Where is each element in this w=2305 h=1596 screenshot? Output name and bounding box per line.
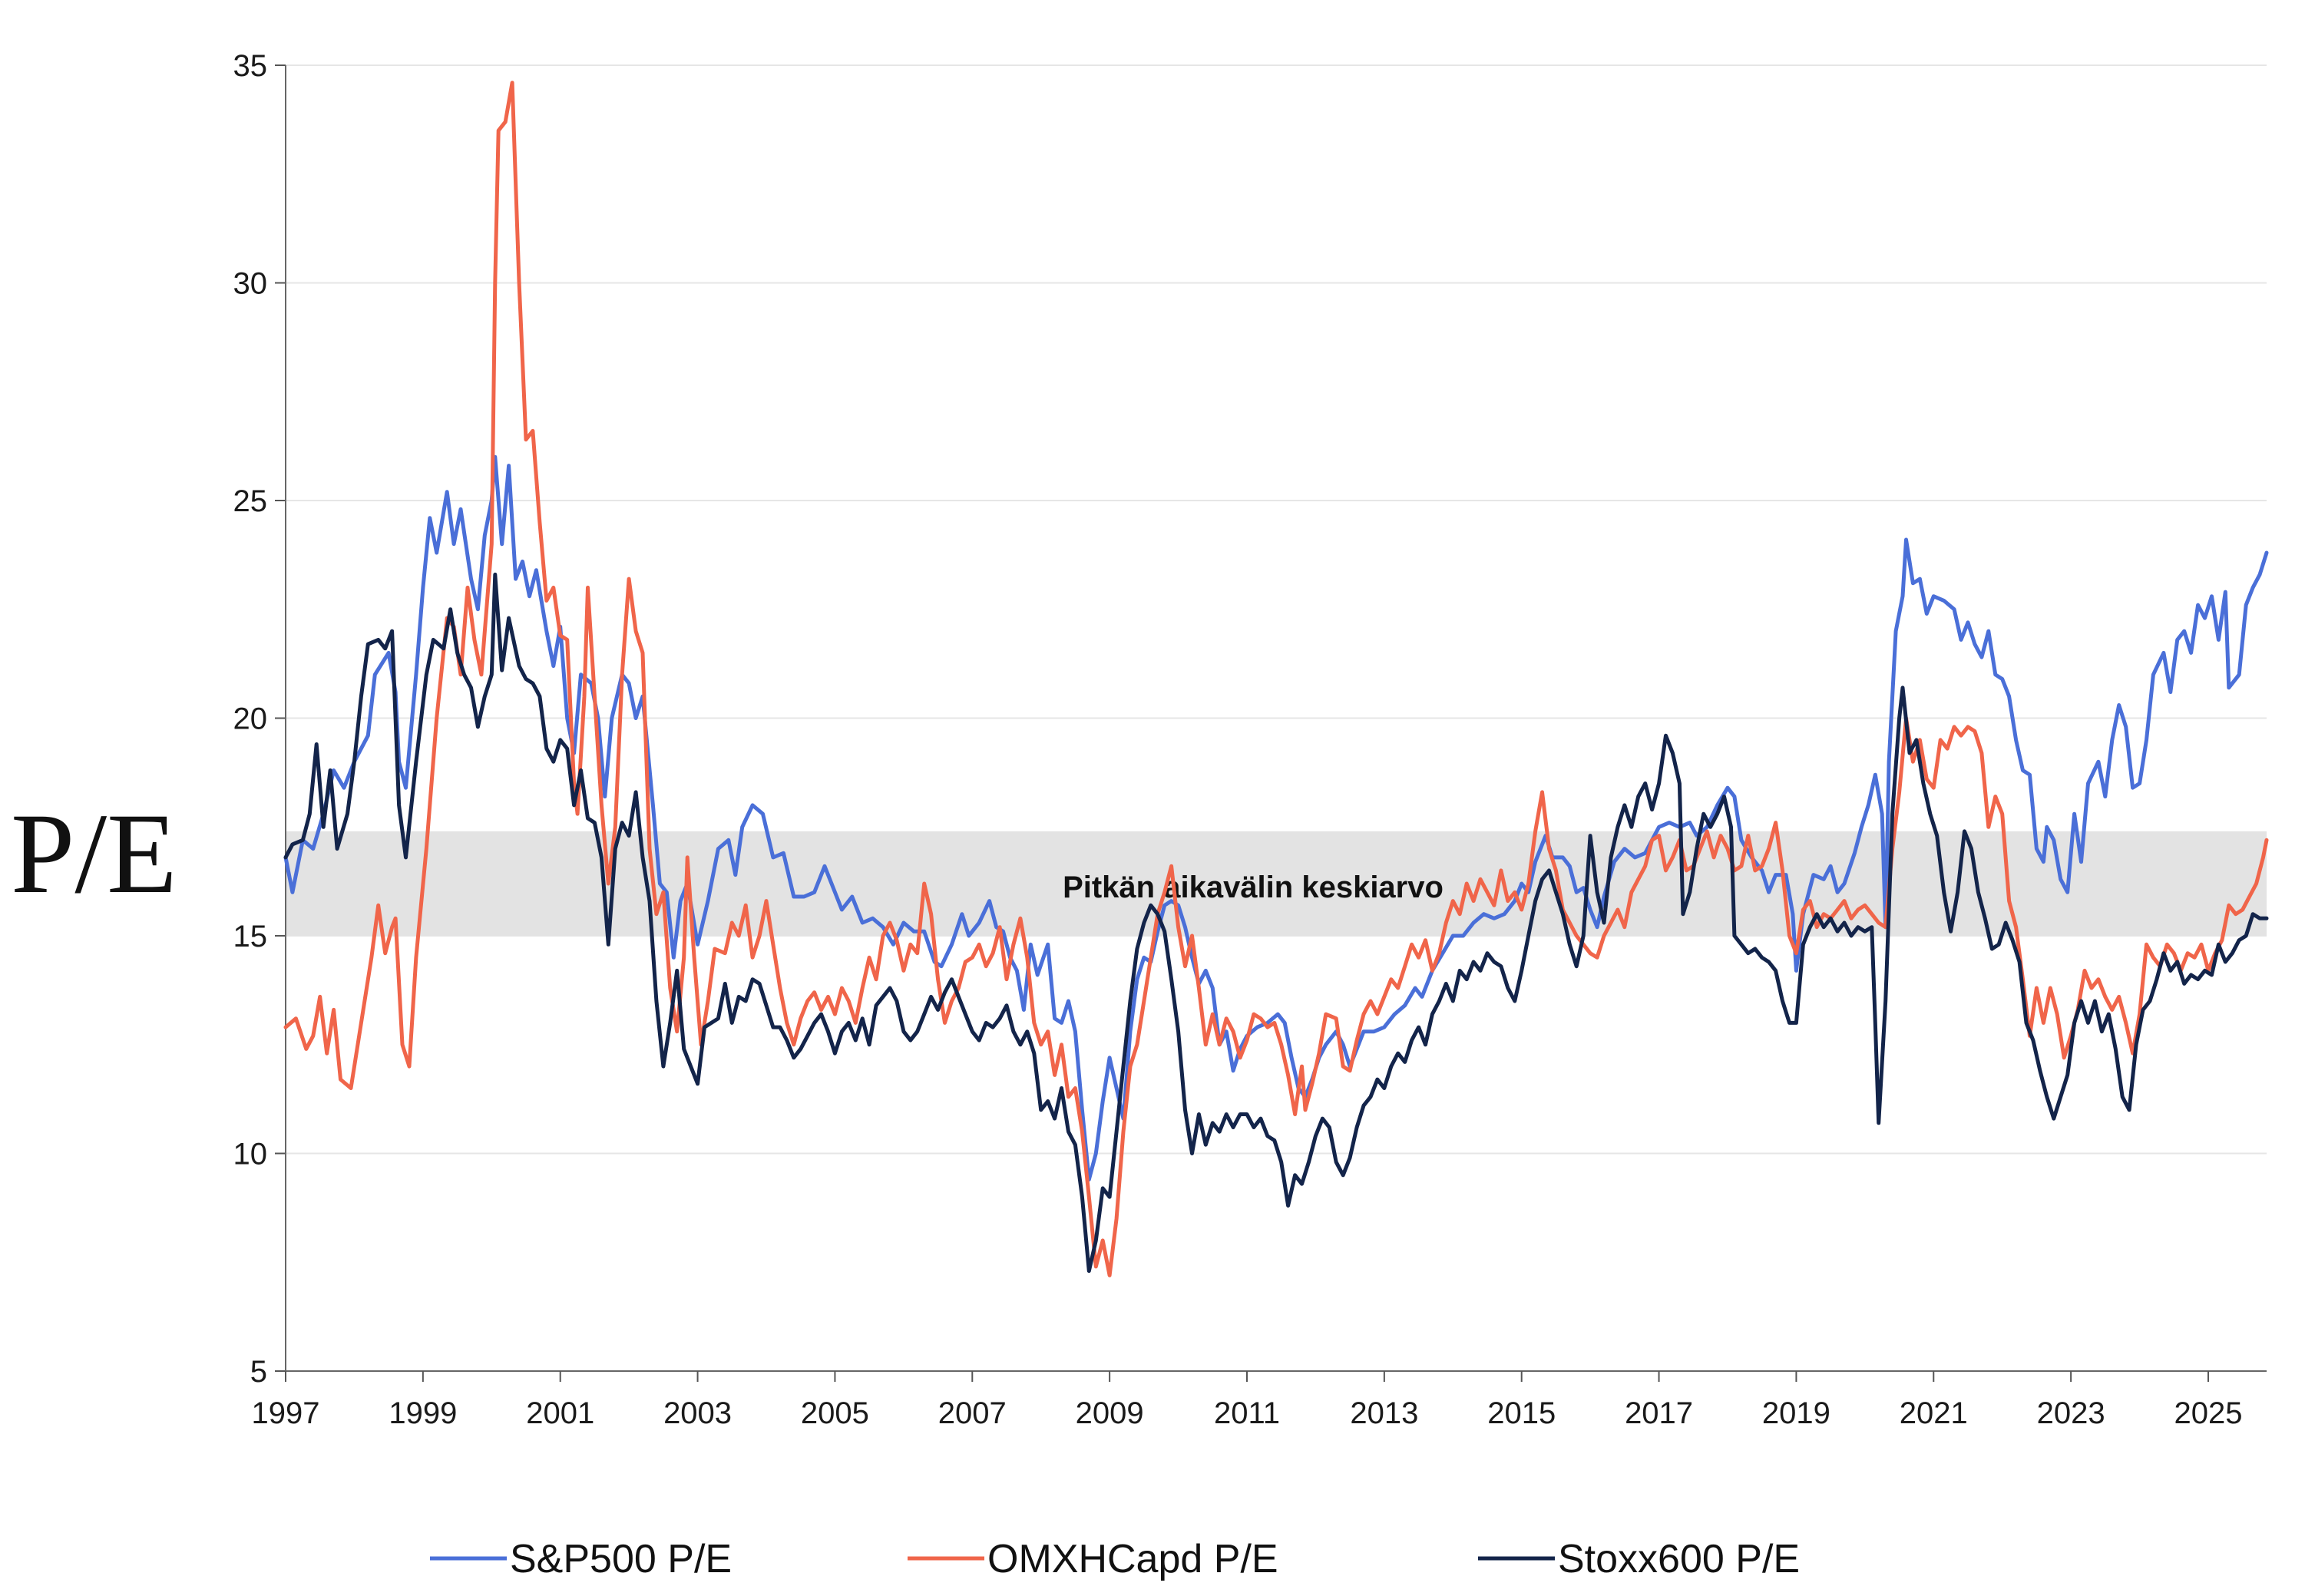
series-line-1 bbox=[283, 454, 2269, 1181]
x-tick-label: 2003 bbox=[663, 1396, 732, 1430]
legend-label: Stoxx600 P/E bbox=[1558, 1537, 1800, 1581]
legend: S&P500 P/E OMXHCapd P/E Stoxx600 P/E bbox=[430, 1537, 1800, 1581]
x-tick-label: 2021 bbox=[1900, 1396, 1968, 1430]
x-tick-label: 1997 bbox=[252, 1396, 320, 1430]
gridlines bbox=[286, 64, 2267, 1155]
x-tick-label: 2017 bbox=[1625, 1396, 1693, 1430]
x-tick-label: 1999 bbox=[389, 1396, 457, 1430]
y-tick-label: 10 bbox=[233, 1138, 268, 1171]
x-tick-label: 2011 bbox=[1214, 1396, 1280, 1430]
y-tick-label: 5 bbox=[250, 1355, 267, 1389]
series-lines bbox=[283, 81, 2269, 1277]
y-axis-title: P/E bbox=[11, 790, 177, 917]
x-tick-label: 2023 bbox=[2037, 1396, 2105, 1430]
series-line-3 bbox=[283, 572, 2269, 1274]
y-tick-label: 15 bbox=[233, 920, 268, 953]
y-tick-label: 20 bbox=[233, 702, 268, 736]
y-tick-label: 35 bbox=[233, 49, 268, 83]
x-tick-label: 2007 bbox=[938, 1396, 1007, 1430]
y-tick-label: 25 bbox=[233, 484, 268, 518]
legend-label: S&P500 P/E bbox=[510, 1537, 732, 1581]
x-tick-label: 2013 bbox=[1350, 1396, 1418, 1430]
x-tick-label: 2009 bbox=[1076, 1396, 1144, 1430]
x-tick-label: 2019 bbox=[1762, 1396, 1830, 1430]
x-tick-label: 2005 bbox=[801, 1396, 869, 1430]
legend-label: OMXHCapd P/E bbox=[987, 1537, 1278, 1581]
long-term-average-label: Pitkän aikavälin keskiarvo bbox=[1063, 871, 1444, 904]
x-tick-label: 2001 bbox=[526, 1396, 594, 1430]
series-line-2 bbox=[283, 81, 2269, 1277]
x-tick-label: 2025 bbox=[2174, 1396, 2242, 1430]
y-tick-label: 30 bbox=[233, 267, 268, 301]
x-tick-label: 2015 bbox=[1487, 1396, 1556, 1430]
